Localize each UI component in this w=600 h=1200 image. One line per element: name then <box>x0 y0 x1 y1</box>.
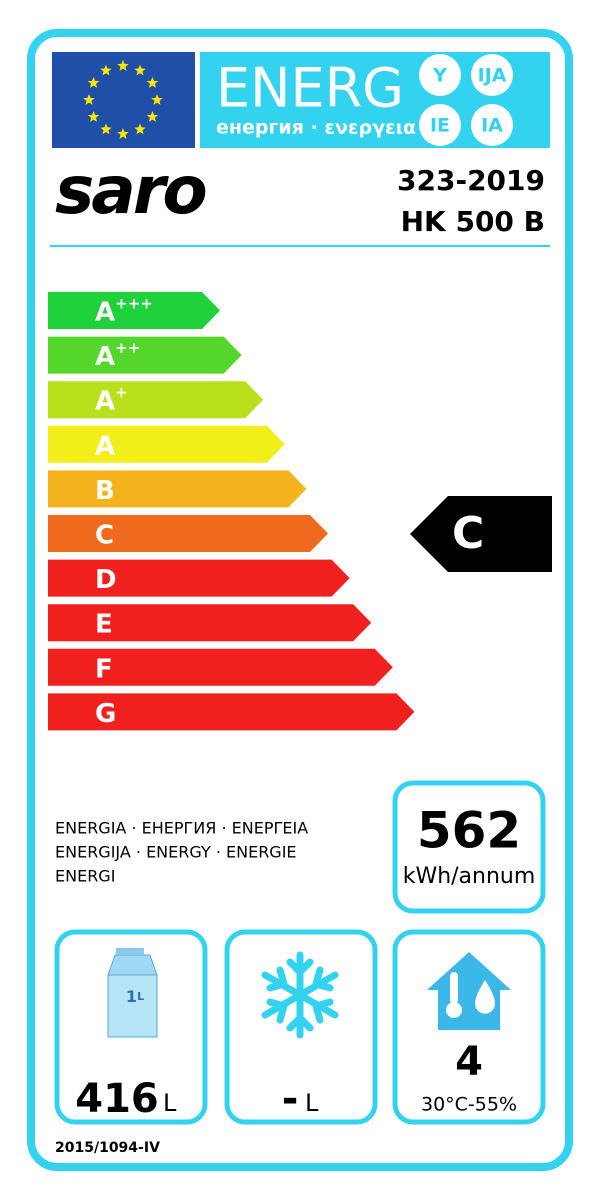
class-letter: E <box>95 609 113 639</box>
class-bar <box>48 559 350 597</box>
class-label: A++ <box>95 339 140 372</box>
model-line: 323-2019 <box>397 164 545 197</box>
volume-box <box>54 929 208 1125</box>
energy-unit: kWh/annum <box>403 864 536 889</box>
class-bar <box>48 693 415 731</box>
class-bar <box>48 425 285 463</box>
class-label: G <box>95 698 116 728</box>
star <box>87 111 100 122</box>
star <box>87 77 100 88</box>
class-letter: G <box>95 698 116 728</box>
star <box>146 77 159 88</box>
class-label: D <box>95 565 117 595</box>
header-subtitle: енергия · ενεργεια <box>216 117 416 139</box>
star <box>83 94 95 105</box>
class-bar <box>48 648 393 686</box>
language-badge <box>419 104 461 146</box>
model-line: HK 500 B <box>401 205 545 238</box>
rating-arrow <box>410 496 552 572</box>
star <box>134 64 146 76</box>
star <box>117 128 129 139</box>
class-label: A <box>95 431 115 461</box>
carton-icon <box>107 948 158 1038</box>
class-label: E <box>95 609 113 639</box>
class-bar <box>48 470 307 508</box>
class-label: F <box>95 654 113 684</box>
carton-label: 1L <box>126 987 144 1006</box>
label-border <box>27 29 573 1171</box>
energy-box <box>392 780 546 914</box>
freezer-unit: L <box>305 1089 319 1117</box>
header-title: ENERG <box>216 57 404 120</box>
star <box>100 123 112 135</box>
class-bar <box>48 336 242 374</box>
class-letter: A <box>95 431 115 461</box>
class-bar <box>48 515 328 552</box>
carton-value: 1 <box>126 987 137 1006</box>
regulation: 2015/1094-IV <box>55 1140 160 1156</box>
energy-caption: ENERGIJA · ENERGY · ENERGIE <box>55 843 297 862</box>
language-badge <box>471 54 513 96</box>
language-badge <box>419 54 461 96</box>
volume-unit: L <box>163 1089 177 1117</box>
star <box>100 64 112 76</box>
climate-class: 4 <box>455 1039 483 1085</box>
class-plus: + <box>115 383 128 401</box>
language-code: Y <box>432 65 447 87</box>
language-code: IJA <box>478 65 507 87</box>
carton-unit: L <box>137 990 144 1003</box>
star <box>134 123 146 135</box>
class-plus: +++ <box>115 294 153 312</box>
class-label: B <box>95 475 115 505</box>
class-bar <box>48 292 220 329</box>
freezer-value: - <box>282 1076 299 1122</box>
climate-icon <box>427 952 511 1030</box>
energy-caption: ENERGI <box>55 867 115 886</box>
brand-logo: saro <box>55 152 205 229</box>
volume-value: 416 <box>75 1076 159 1122</box>
freezer-box <box>224 929 378 1125</box>
class-letter: A <box>95 297 115 327</box>
star <box>117 60 129 71</box>
energy-caption: ENERGIA · ЕНЕРГИЯ · ΕΝΕΡΓΕΙΑ <box>55 819 308 838</box>
star <box>146 111 159 122</box>
class-letter: B <box>95 475 115 505</box>
class-letter: A <box>95 342 115 372</box>
energy-value: 562 <box>417 802 521 860</box>
language-code: IE <box>430 115 450 137</box>
language-badge <box>471 104 513 146</box>
rating-label: C <box>452 508 484 559</box>
climate-range: 30°C-55% <box>421 1094 517 1116</box>
eu-stars <box>83 60 163 139</box>
class-plus: ++ <box>115 339 140 357</box>
language-code: IA <box>481 115 503 137</box>
class-letter: F <box>95 654 113 684</box>
climate-box <box>392 929 546 1125</box>
class-bar <box>48 604 372 642</box>
star <box>151 94 163 105</box>
class-label: A+++ <box>95 294 153 327</box>
class-letter: A <box>95 386 115 416</box>
class-letter: C <box>95 520 114 550</box>
class-bar <box>48 381 264 419</box>
snowflake-icon <box>261 951 339 1039</box>
class-label: C <box>95 520 114 550</box>
class-letter: D <box>95 565 117 595</box>
class-label: A+ <box>95 383 128 416</box>
